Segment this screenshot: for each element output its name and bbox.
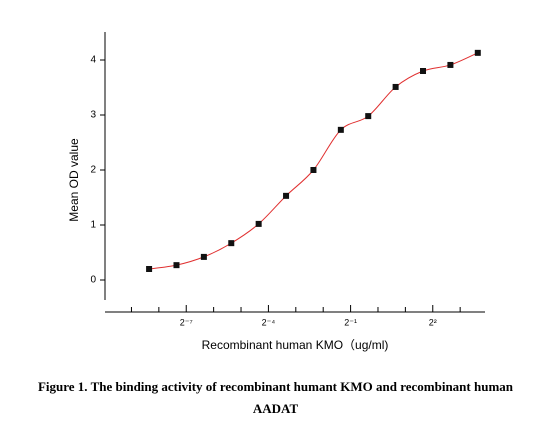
- data-point: [447, 61, 454, 68]
- y-tick-label: 0: [90, 275, 96, 286]
- y-tick-label: 4: [90, 55, 96, 66]
- x-tick-label: 2⁻¹: [344, 317, 357, 327]
- data-point: [420, 68, 427, 74]
- data-point: [365, 113, 372, 120]
- y-axis-label: Mean OD value: [67, 138, 81, 222]
- y-tick-label: 2: [90, 165, 96, 176]
- y-tick-label: 3: [90, 110, 96, 121]
- data-point: [337, 126, 344, 133]
- data-point: [255, 220, 262, 227]
- data-point: [310, 167, 317, 173]
- data-point: [392, 83, 399, 90]
- chart: Mean OD value Recombinant human KMO（ug/m…: [67, 32, 485, 352]
- data-point: [173, 262, 180, 269]
- data-point: [200, 253, 207, 260]
- data-point: [474, 49, 481, 56]
- fit-curve: [149, 52, 478, 270]
- data-point: [283, 192, 290, 199]
- x-tick-label: 2⁻⁴: [262, 317, 276, 327]
- x-tick-label: 2²: [429, 317, 437, 327]
- x-tick-label: 2⁻⁷: [180, 317, 193, 327]
- y-tick-label: 1: [90, 220, 96, 231]
- data-point: [146, 266, 153, 272]
- caption: Figure 1. The binding activity of recomb…: [37, 379, 514, 416]
- x-axis-label: Recombinant human KMO（ug/ml): [202, 338, 389, 352]
- data-point: [228, 240, 235, 247]
